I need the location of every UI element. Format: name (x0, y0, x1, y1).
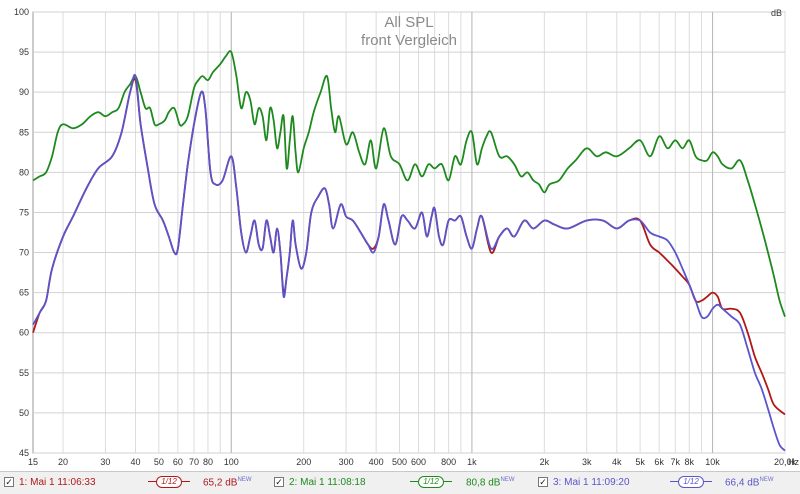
legend-name-2: 2: Mai 1 11:08:18 (289, 477, 366, 488)
y-tick-label: 95 (19, 47, 29, 57)
y-axis-unit: dB (771, 8, 782, 18)
x-tick-label: 200 (296, 457, 311, 467)
legend-entry-1[interactable]: ✓ 1: Mai 1 11:06:33 1/12 65,2 dBNEW (4, 476, 264, 490)
x-tick-label: 800 (441, 457, 456, 467)
x-tick-label: 20,0k (774, 457, 797, 467)
legend-entry-3[interactable]: ✓ 3: Mai 1 11:09:20 1/12 66,4 dBNEW (538, 476, 796, 490)
x-tick-label: 4k (612, 457, 622, 467)
x-tick-label: 15 (28, 457, 38, 467)
x-tick-label: 30 (100, 457, 110, 467)
smoothing-button-2[interactable]: 1/12 (410, 476, 452, 488)
chart-subtitle: front Vergleich (361, 32, 457, 49)
legend-bar: ✓ 1: Mai 1 11:06:33 1/12 65,2 dBNEW ✓ 2:… (0, 471, 800, 494)
x-tick-label: 6k (654, 457, 664, 467)
legend-level-1: 65,2 dBNEW (203, 477, 251, 488)
x-tick-label: 40 (130, 457, 140, 467)
smoothing-button-1[interactable]: 1/12 (148, 476, 190, 488)
x-tick-label: 3k (582, 457, 592, 467)
x-tick-label: 5k (635, 457, 645, 467)
x-tick-label: 10k (705, 457, 720, 467)
y-tick-label: 55 (19, 368, 29, 378)
x-tick-label: 20 (58, 457, 68, 467)
chart-title: All SPL (384, 14, 433, 31)
x-tick-label: 80 (203, 457, 213, 467)
legend-level-3: 66,4 dBNEW (725, 477, 773, 488)
y-tick-label: 65 (19, 288, 29, 298)
x-tick-label: 70 (189, 457, 199, 467)
x-tick-label: 1k (467, 457, 477, 467)
series-line-2 (32, 50, 786, 317)
x-tick-label: 500 (392, 457, 407, 467)
legend-level-value-2: 80,8 dB (466, 477, 501, 489)
y-tick-label: 100 (14, 7, 29, 17)
spl-chart: 45 50 55 60 65 70 75 80 85 90 95 100 15 20 30 40 50 60 70 8… (14, 7, 800, 467)
y-tick-label: 70 (19, 248, 29, 258)
x-tick-label: 8k (684, 457, 694, 467)
x-tick-label: 400 (369, 457, 384, 467)
legend-checkbox-1[interactable]: ✓ (4, 477, 14, 487)
plot-area (32, 11, 786, 454)
y-tick-label: 60 (19, 328, 29, 338)
legend-level-2: 80,8 dBNEW (466, 477, 514, 488)
series-layer (32, 50, 786, 452)
y-tick-label: 50 (19, 408, 29, 418)
y-tick-label: 75 (19, 207, 29, 217)
tick-labels: 45 50 55 60 65 70 75 80 85 90 95 100 15 20 30 40 50 60 70 8… (14, 7, 797, 467)
series-line-3 (32, 73, 786, 452)
y-tick-label: 85 (19, 127, 29, 137)
x-tick-label: 100 (224, 457, 239, 467)
smoothing-button-3[interactable]: 1/12 (670, 476, 712, 488)
legend-name-3: 3: Mai 1 11:09:20 (553, 477, 630, 488)
legend-entry-2[interactable]: ✓ 2: Mai 1 11:08:18 1/12 80,8 dBNEW (274, 476, 534, 490)
new-badge-2: NEW (500, 477, 515, 483)
y-tick-label: 80 (19, 167, 29, 177)
x-tick-label: 600 (411, 457, 426, 467)
x-tick-label: 300 (339, 457, 354, 467)
x-tick-label: 7k (671, 457, 681, 467)
legend-checkbox-3[interactable]: ✓ (538, 477, 548, 487)
x-tick-label: 60 (173, 457, 183, 467)
y-tick-label: 90 (19, 87, 29, 97)
y-tick-label: 45 (19, 448, 29, 458)
legend-level-value-3: 66,4 dB (725, 477, 760, 489)
legend-name-1: 1: Mai 1 11:06:33 (19, 477, 96, 488)
new-badge-3: NEW (759, 477, 774, 483)
x-tick-label: 2k (540, 457, 550, 467)
x-tick-label: 50 (154, 457, 164, 467)
legend-level-value-1: 65,2 dB (203, 477, 238, 489)
new-badge-1: NEW (237, 477, 252, 483)
legend-checkbox-2[interactable]: ✓ (274, 477, 284, 487)
x-axis-unit: Hz (788, 457, 799, 467)
